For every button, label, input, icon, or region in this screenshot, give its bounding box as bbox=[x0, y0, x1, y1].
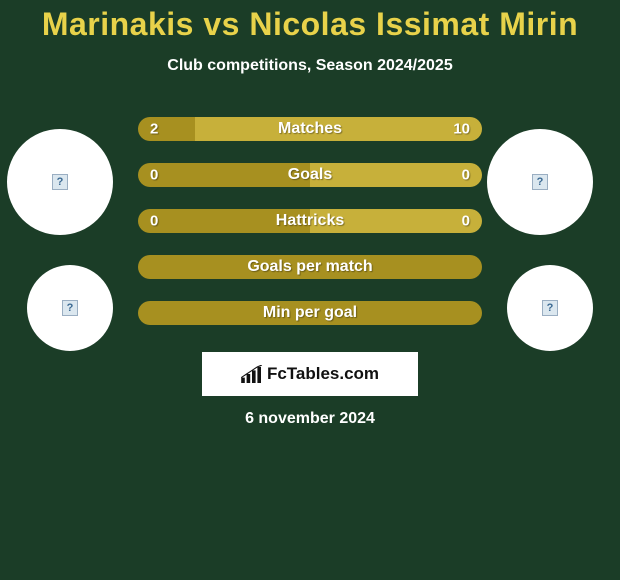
brand-badge: FcTables.com bbox=[202, 352, 418, 396]
stat-row: Matches 2 10 bbox=[138, 117, 482, 141]
stat-row: Min per goal bbox=[138, 301, 482, 325]
stats-area: Matches 2 10 Goals 0 0 Hattricks 0 0 Goals per ma… bbox=[0, 117, 620, 377]
image-placeholder-icon bbox=[532, 174, 548, 190]
stat-value-left: 2 bbox=[150, 121, 158, 138]
stat-row: Hattricks 0 0 bbox=[138, 209, 482, 233]
player-right-avatar bbox=[487, 129, 593, 235]
stat-value-right: 10 bbox=[453, 121, 470, 138]
club-left-avatar bbox=[27, 265, 113, 351]
stat-bars: Matches 2 10 Goals 0 0 Hattricks 0 0 Goals per ma… bbox=[138, 117, 482, 347]
stat-row: Goals per match bbox=[138, 255, 482, 279]
stat-value-right: 0 bbox=[462, 167, 470, 184]
stat-value-right: 0 bbox=[462, 213, 470, 230]
page-title: Marinakis vs Nicolas Issimat Mirin bbox=[0, 0, 620, 43]
club-right-avatar bbox=[507, 265, 593, 351]
page-subtitle: Club competitions, Season 2024/2025 bbox=[0, 57, 620, 75]
image-placeholder-icon bbox=[52, 174, 68, 190]
date-text: 6 november 2024 bbox=[0, 410, 620, 428]
stat-label: Matches bbox=[278, 120, 342, 138]
stat-label: Hattricks bbox=[276, 212, 344, 230]
stat-bar-right-fill bbox=[310, 163, 482, 187]
stat-bar-left-fill bbox=[138, 163, 310, 187]
stat-label: Goals per match bbox=[247, 258, 372, 276]
stat-label: Min per goal bbox=[263, 304, 357, 322]
stat-value-left: 0 bbox=[150, 167, 158, 184]
player-left-avatar bbox=[7, 129, 113, 235]
stat-bar-left-fill bbox=[138, 117, 195, 141]
stat-row: Goals 0 0 bbox=[138, 163, 482, 187]
stat-value-left: 0 bbox=[150, 213, 158, 230]
brand-text: FcTables.com bbox=[267, 364, 379, 384]
stat-label: Goals bbox=[288, 166, 332, 184]
comparison-card: Marinakis vs Nicolas Issimat Mirin Club … bbox=[0, 0, 620, 580]
bar-chart-icon bbox=[241, 365, 263, 383]
image-placeholder-icon bbox=[542, 300, 558, 316]
image-placeholder-icon bbox=[62, 300, 78, 316]
